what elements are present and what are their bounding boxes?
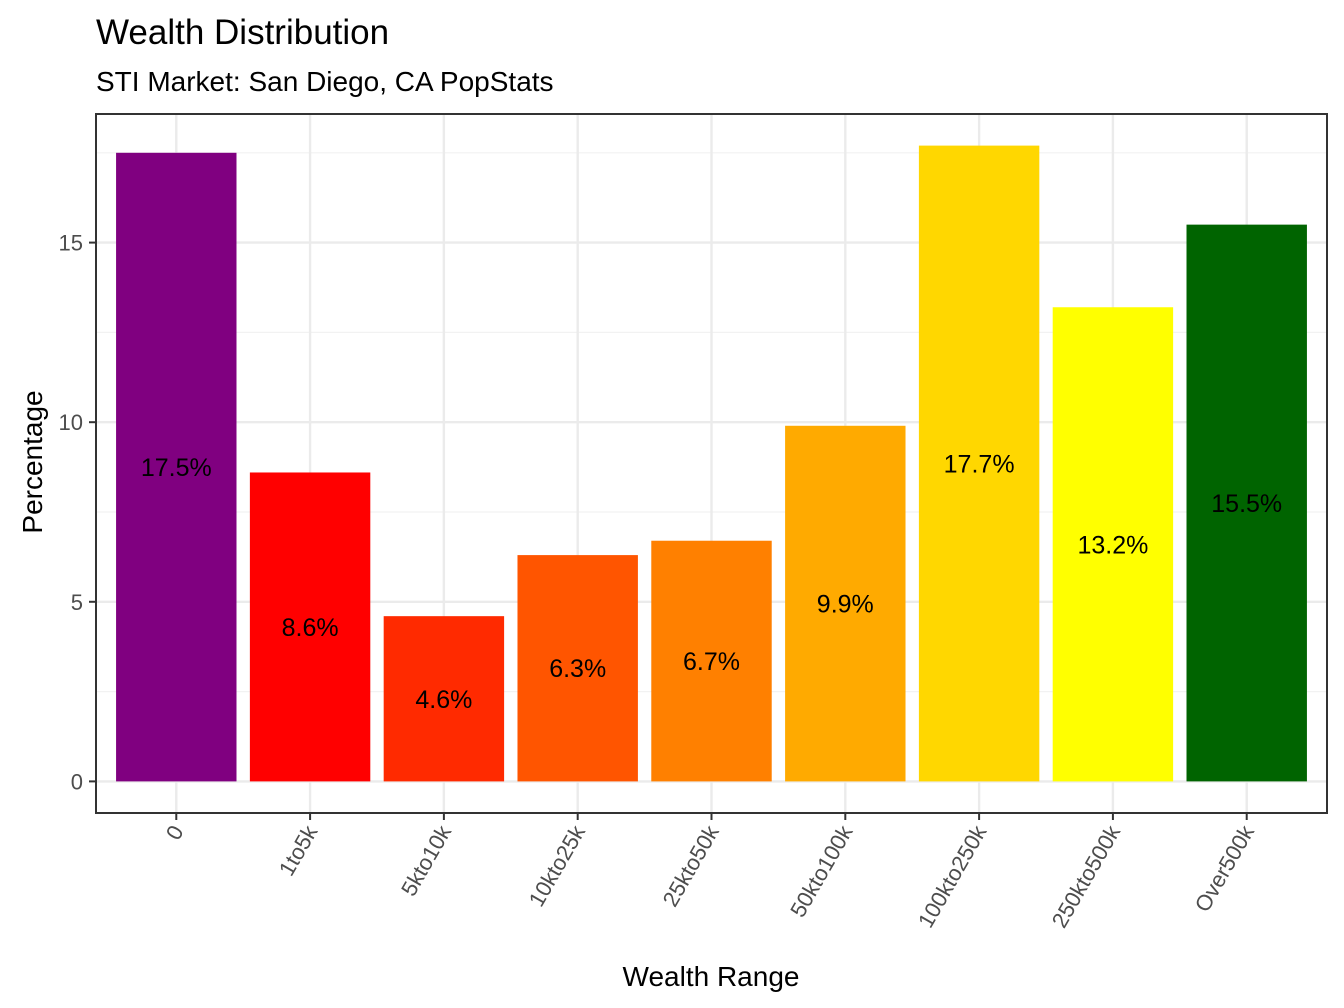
x-tick-label-0: 0 xyxy=(161,821,189,844)
x-tick-label-50kto100k: 50kto100k xyxy=(785,820,858,921)
data-label-Over500k: 15.5% xyxy=(1211,490,1282,518)
y-axis-title: Percentage xyxy=(17,390,48,533)
bar-5kto10k xyxy=(383,616,505,782)
x-tick-label-Over500k: Over500k xyxy=(1190,820,1260,916)
bar-Over500k xyxy=(1186,224,1307,782)
chart-title: Wealth Distribution xyxy=(96,13,389,52)
bar-10kto25k xyxy=(517,555,638,782)
data-label-1to5k: 8.6% xyxy=(282,614,339,642)
bar-50kto100k xyxy=(785,425,906,782)
y-tick-label: 5 xyxy=(71,590,83,615)
chart-subtitle: STI Market: San Diego, CA PopStats xyxy=(96,66,554,97)
bar-25kto50k xyxy=(651,540,772,782)
x-tick-label-5kto10k: 5kto10k xyxy=(396,820,457,900)
data-label-25kto50k: 6.7% xyxy=(683,648,740,676)
x-tick-label-25kto50k: 25kto50k xyxy=(658,820,725,911)
x-tick-label-250kto500k: 250kto500k xyxy=(1047,820,1126,932)
x-tick-label-1to5k: 1to5k xyxy=(274,820,323,880)
bar-100kto250k xyxy=(918,145,1040,782)
bar-250kto500k xyxy=(1052,307,1174,782)
bar-0 xyxy=(116,152,237,782)
data-label-0: 17.5% xyxy=(141,454,212,482)
y-tick-label: 10 xyxy=(59,410,83,435)
data-label-10kto25k: 6.3% xyxy=(549,655,606,683)
data-label-layer: 17.5% 8.6% 4.6% 6.3% 6.7% 9.9% 17.7% 13.2% 15.5% xyxy=(141,451,1282,714)
data-label-100kto250k: 17.7% xyxy=(944,451,1015,479)
y-tick-label: 0 xyxy=(71,769,83,794)
x-tick-label-100kto250k: 100kto250k xyxy=(913,820,992,932)
bar-1to5k xyxy=(249,472,371,782)
data-label-50kto100k: 9.9% xyxy=(817,591,874,619)
x-tick-label-10kto25k: 10kto25k xyxy=(524,820,591,911)
y-tick-label: 15 xyxy=(59,231,83,256)
bar-layer xyxy=(116,145,1307,782)
x-axis-title: Wealth Range xyxy=(623,961,800,992)
data-label-5kto10k: 4.6% xyxy=(415,686,472,714)
data-label-250kto500k: 13.2% xyxy=(1077,531,1148,559)
